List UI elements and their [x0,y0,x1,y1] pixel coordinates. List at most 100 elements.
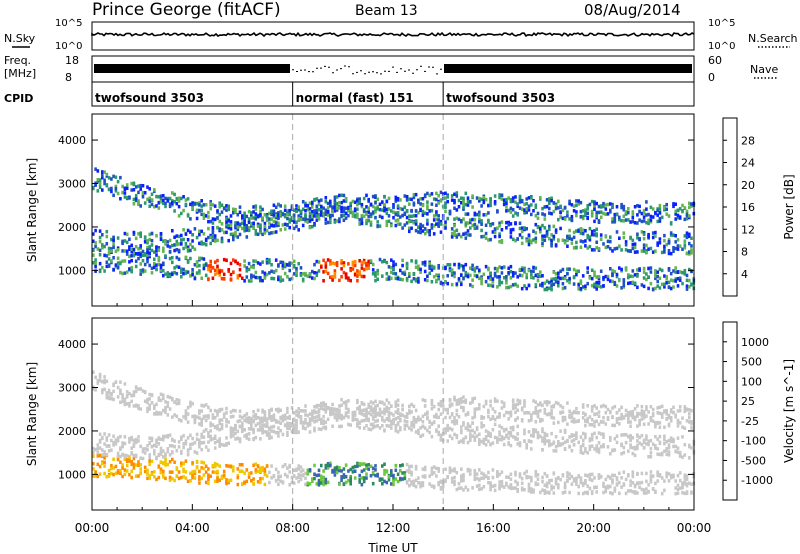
echo-cell [631,446,635,450]
echo-cell [410,470,413,475]
echo-cell [690,490,693,494]
echo-cell [432,471,436,475]
echo-cell [175,401,179,406]
echo-cell [405,423,409,428]
echo-cell [688,214,691,218]
echo-cell [545,287,549,292]
echo-cell [234,230,237,235]
echo-cell [563,484,567,489]
echo-cell [385,417,389,421]
echo-cell [157,453,161,458]
echo-cell [412,424,416,429]
echo-cell [101,453,104,457]
echo-cell [462,423,465,427]
echo-cell [392,205,395,209]
echo-cell [432,214,436,218]
echo-cell [543,213,547,217]
echo-cell [200,417,203,422]
echo-cell [153,406,156,410]
echo-cell [527,475,531,479]
echo-cell [238,232,242,237]
echo-cell [331,274,334,279]
echo-cell [430,406,434,411]
echo-cell [110,392,113,396]
echo-cell [177,440,181,444]
echo-cell [611,481,614,485]
echo-cell [281,432,285,437]
echo-cell [290,205,294,210]
echo-cell [525,286,528,291]
echo-cell [563,239,567,243]
echo-cell [261,431,264,435]
echo-cell [207,414,210,419]
echo-cell [586,474,589,478]
echo-cell [602,490,605,495]
echo-cell [274,467,278,472]
echo-cell [315,403,319,408]
echo-cell [252,263,255,268]
echo-cell [683,234,687,238]
echo-cell [173,192,176,197]
echo-cell [171,437,174,442]
echo-cell [444,191,447,195]
echo-cell [568,435,571,439]
echo-cell [590,444,594,448]
echo-cell [536,278,540,283]
echo-cell [405,221,409,225]
echo-cell [335,467,339,472]
echo-cell [394,212,398,217]
echo-cell [636,439,639,443]
echo-cell [399,206,402,211]
echo-cell [351,214,355,218]
echo-cell [408,478,411,482]
echo-cell [193,414,197,418]
echo-cell [473,477,477,482]
echo-cell [232,234,235,239]
echo-cell [453,475,456,480]
echo-cell [105,229,109,234]
echo-cell [520,273,524,278]
echo-cell [105,172,109,177]
echo-cell [403,414,407,419]
echo-cell [405,420,409,424]
echo-cell [301,200,305,204]
echo-cell [432,485,436,490]
echo-cell [627,473,630,477]
echo-cell [254,270,258,275]
echo-cell [534,474,538,478]
echo-cell [322,279,325,283]
echo-cell [153,452,156,456]
echo-cell [184,439,188,443]
echo-cell [460,400,463,404]
echo-cell [441,282,445,286]
echo-cell [444,209,447,214]
echo-cell [164,463,167,467]
echo-cell [669,271,673,276]
echo-cell [613,247,617,251]
echo-cell [559,442,562,446]
echo-cell [493,266,497,271]
echo-cell [367,417,370,421]
echo-cell [374,201,377,205]
echo-cell [125,240,129,245]
echo-cell [552,491,556,495]
echo-cell [412,193,416,197]
echo-cell [649,281,653,286]
echo-cell [523,266,526,271]
echo-cell [430,466,434,470]
echo-cell [399,413,402,417]
echo-cell [595,446,598,451]
echo-cell [311,477,314,481]
echo-cell [299,217,303,222]
echo-cell [94,264,97,269]
echo-cell [656,270,659,274]
echo-cell [426,428,429,433]
echo-cell [593,282,596,286]
echo-cell [566,267,569,271]
echo-cell [324,425,328,429]
echo-cell [121,452,124,457]
echo-cell [143,469,147,474]
echo-cell [369,422,373,427]
echo-cell [137,184,140,188]
echo-cell [466,233,470,237]
